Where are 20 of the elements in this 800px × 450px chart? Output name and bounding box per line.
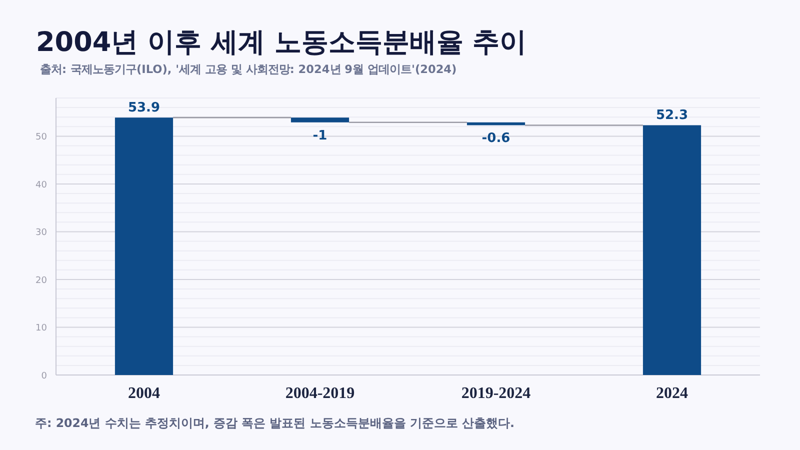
x-tick-label: 2019-2024 xyxy=(461,385,531,402)
bar xyxy=(114,118,174,375)
y-tick-label: 20 xyxy=(36,276,48,286)
y-tick-label: 0 xyxy=(41,372,48,382)
chart-title: 2004년 이후 세계 노동소득분배율 추이 xyxy=(36,27,527,58)
y-tick-label: 30 xyxy=(36,228,48,238)
y-tick-label: 40 xyxy=(36,180,48,190)
y-tick-label: 10 xyxy=(36,324,48,334)
y-tick-label: 50 xyxy=(36,132,48,143)
data-label: 53.9 xyxy=(128,100,160,116)
text: 주: 2024년 수치는 추정치이며, 증감 폭은 발표된 노동소득분배율을 기준으로 산출했다. xyxy=(35,416,514,430)
data-label: -1 xyxy=(312,128,328,144)
bar xyxy=(642,125,702,375)
data-label: 52.3 xyxy=(656,108,688,124)
x-tick-label: 2004-2019 xyxy=(285,385,355,402)
source-note: 출처: 국제노동기구(ILO), '세계 고용 및 사회전망: 2024년 9월 업데이트'(2024) xyxy=(40,63,457,76)
x-tick-label: 2004 xyxy=(128,385,160,402)
data-label: -0.6 xyxy=(482,131,510,146)
bar xyxy=(290,118,350,122)
x-tick-label: 2024 xyxy=(656,385,688,402)
